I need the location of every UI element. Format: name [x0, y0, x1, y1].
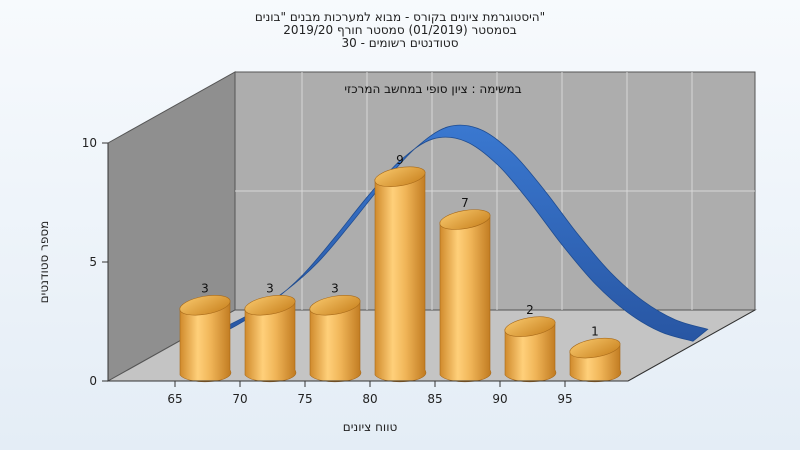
bar-value-label: 7 [461, 196, 469, 210]
bar-top [569, 337, 621, 359]
y-tick-label: 10 [82, 136, 97, 150]
chart-title: היסטוגרמת ציונים בקורס - מבוא למערכות מב… [255, 10, 545, 50]
bar-top [439, 209, 491, 230]
chart-annotation: במשימה : ציון סופי במחשב המרכזי [344, 82, 521, 96]
title-line-3: סטודנטים רשומים - 30 [341, 36, 458, 50]
bars-group: 3 3 3 9 7 2 1 [179, 153, 622, 383]
grid-lines [235, 72, 755, 310]
bar-top [374, 166, 426, 187]
x-tick-label: 80 [362, 392, 377, 406]
bar-top [309, 295, 361, 316]
bar: 3 [179, 282, 232, 383]
y-ticks: 0 5 10 [82, 136, 108, 388]
title-line-2: בסמסטר (01/2019) סמסטר חורף 2019/20 [283, 23, 516, 37]
bar-value-label: 3 [266, 282, 274, 296]
bar-value-label: 2 [526, 303, 534, 317]
bar-top [179, 295, 231, 316]
floor-right-edge [627, 309, 756, 382]
bar: 3 [309, 282, 362, 383]
y-tick-label: 5 [89, 255, 97, 269]
bar: 3 [244, 282, 297, 383]
x-tick-label: 95 [557, 392, 572, 406]
x-tick-label: 85 [427, 392, 442, 406]
bar-body [374, 173, 427, 383]
bar: 2 [504, 303, 557, 383]
bar-top [504, 316, 556, 337]
x-tick-label: 70 [232, 392, 247, 406]
x-tick-label: 65 [167, 392, 182, 406]
x-axis-label: טווח ציונים [343, 420, 398, 434]
bar: 1 [569, 325, 622, 383]
bar-value-label: 3 [331, 282, 339, 296]
x-ticks: 65 70 75 80 85 90 95 [167, 381, 573, 406]
bar-body [439, 216, 492, 383]
bar-value-label: 9 [396, 153, 404, 167]
bar: 7 [439, 196, 492, 383]
x-tick-label: 90 [492, 392, 507, 406]
y-tick-label: 0 [89, 374, 97, 388]
bar-value-label: 1 [591, 325, 599, 339]
x-tick-label: 75 [297, 392, 312, 406]
bar: 9 [374, 153, 427, 383]
bar-top [244, 295, 296, 316]
y-axis-label: מספר סטודנטים [37, 221, 51, 304]
title-line-1: היסטוגרמת ציונים בקורס - מבוא למערכות מב… [255, 10, 545, 24]
bar-value-label: 3 [201, 282, 209, 296]
